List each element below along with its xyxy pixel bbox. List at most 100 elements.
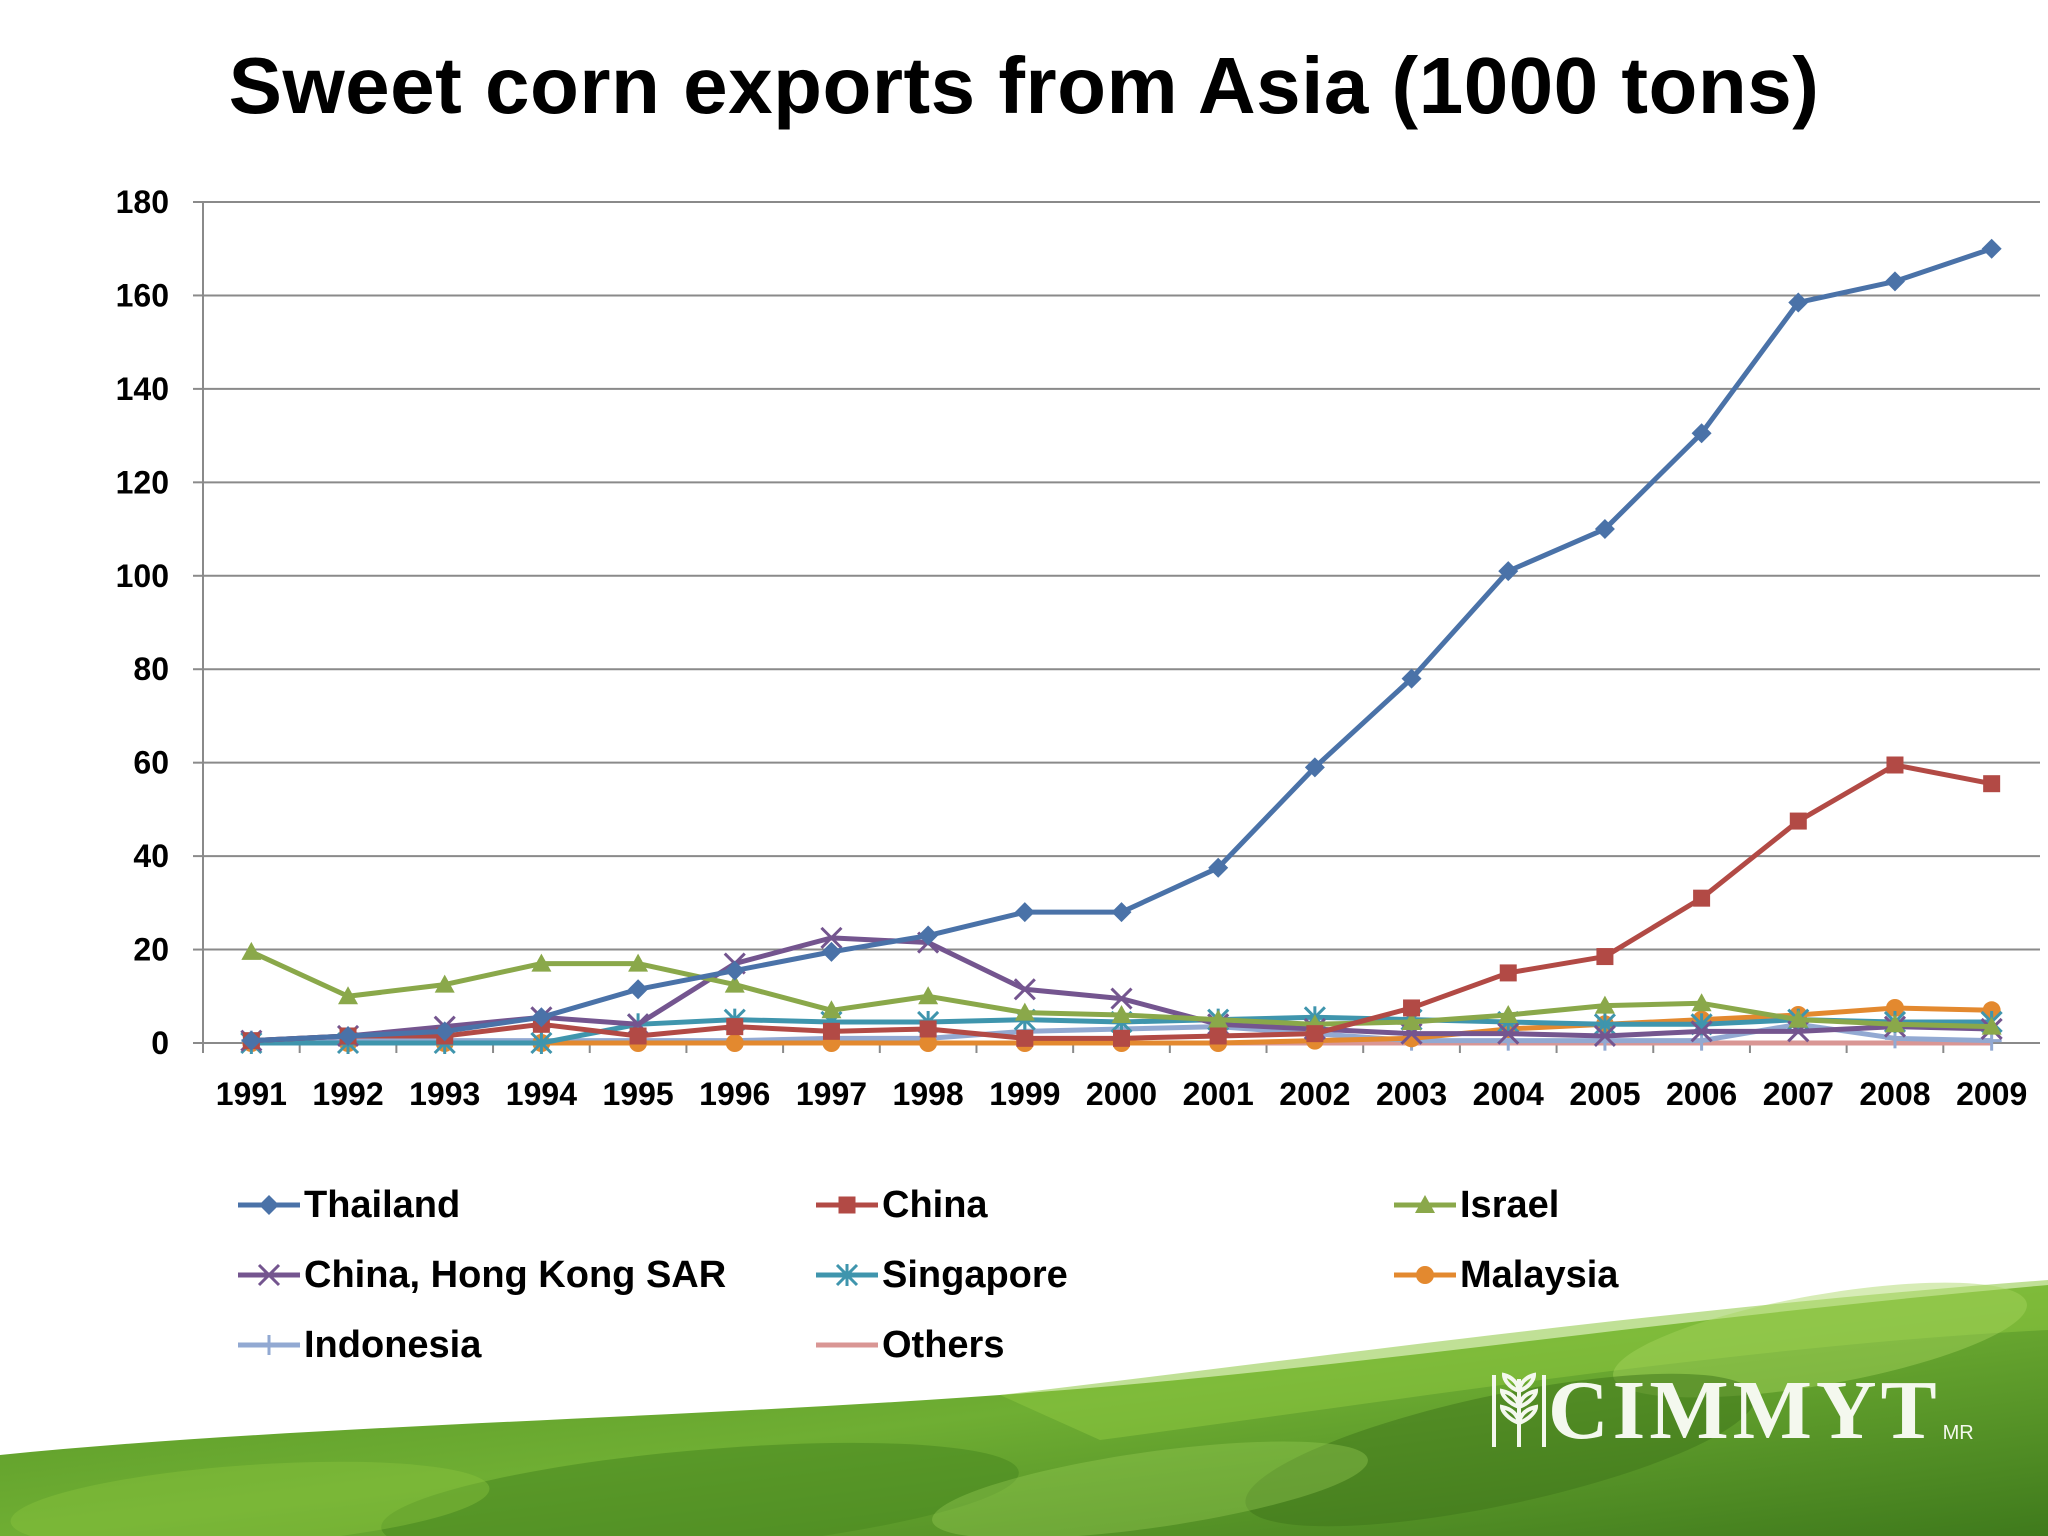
x-tick-label: 2005 bbox=[1569, 1076, 1640, 1112]
legend-item-others: Others bbox=[816, 1320, 1004, 1370]
data-point-israel bbox=[1788, 1009, 1809, 1028]
y-tick-label: 140 bbox=[116, 371, 169, 407]
y-tick-label: 20 bbox=[133, 932, 169, 968]
logo-text: CIMMYT bbox=[1548, 1364, 1941, 1457]
x-tick-label: 1994 bbox=[506, 1076, 577, 1112]
cimmyt-logo: CIMMYT MR bbox=[1490, 1362, 1974, 1459]
logo-registered-mark: MR bbox=[1942, 1422, 1974, 1444]
data-point-china bbox=[1983, 775, 2001, 793]
x-tick-label: 1991 bbox=[216, 1076, 287, 1112]
legend-item-china: China bbox=[816, 1180, 988, 1230]
x-tick-label: 2009 bbox=[1956, 1076, 2027, 1112]
data-point-israel bbox=[1208, 1009, 1229, 1028]
data-point-thailand bbox=[821, 941, 842, 962]
x-tick-label: 2002 bbox=[1279, 1076, 1350, 1112]
x-tick-label: 2001 bbox=[1183, 1076, 1254, 1112]
y-tick-label: 180 bbox=[116, 184, 169, 220]
data-point-israel bbox=[628, 953, 649, 972]
data-point-israel bbox=[1594, 995, 1615, 1014]
y-tick-label: 60 bbox=[133, 745, 169, 781]
legend-label: China bbox=[882, 1183, 988, 1226]
data-point-thailand bbox=[628, 979, 649, 1000]
data-point-china bbox=[1596, 948, 1614, 966]
y-tick-label: 160 bbox=[116, 277, 169, 313]
x-tick-label: 2000 bbox=[1086, 1076, 1157, 1112]
data-point-thailand bbox=[1884, 271, 1905, 292]
data-point-thailand bbox=[1691, 423, 1712, 444]
data-point-malaysia bbox=[1885, 998, 1904, 1017]
data-point-israel bbox=[1401, 1011, 1422, 1030]
legend-label: Thailand bbox=[304, 1183, 461, 1226]
x-tick-label: 2007 bbox=[1763, 1076, 1834, 1112]
x-tick-label: 1992 bbox=[312, 1076, 383, 1112]
legend-swatch bbox=[238, 1195, 300, 1215]
data-point-thailand bbox=[1401, 668, 1422, 689]
y-tick-label: 120 bbox=[116, 464, 169, 500]
legend-item-indonesia: Indonesia bbox=[238, 1320, 481, 1370]
y-tick-label: 100 bbox=[116, 558, 169, 594]
axes: 0 20 40 60 80 100 120 140 160 180 1991 1992 1993 1994… bbox=[116, 184, 2040, 1112]
data-point-thailand bbox=[434, 1021, 455, 1042]
y-tick-label: 40 bbox=[133, 838, 169, 874]
data-point-china bbox=[1306, 1025, 1324, 1043]
x-tick-label: 1997 bbox=[796, 1076, 867, 1112]
data-point-thailand bbox=[1014, 902, 1035, 923]
x-tick-label: 1998 bbox=[893, 1076, 964, 1112]
data-point-china bbox=[726, 1018, 744, 1036]
data-point-china-hong-kong-sar bbox=[1593, 1024, 1616, 1048]
data-point-thailand bbox=[338, 1025, 359, 1046]
x-tick-label: 1999 bbox=[989, 1076, 1060, 1112]
data-point-israel bbox=[918, 986, 939, 1005]
legend-swatch bbox=[1394, 1266, 1456, 1284]
chart-title: Sweet corn exports from Asia (1000 tons) bbox=[228, 41, 1820, 130]
x-tick-label: 2004 bbox=[1473, 1076, 1544, 1112]
data-point-israel bbox=[1498, 1004, 1519, 1023]
data-point-china bbox=[1693, 889, 1711, 907]
data-point-china bbox=[1209, 1027, 1227, 1045]
data-point-israel bbox=[1884, 1014, 1905, 1033]
legend-item-singapore: Singapore bbox=[816, 1250, 1068, 1300]
x-tick-label: 2006 bbox=[1666, 1076, 1737, 1112]
data-point-china-hong-kong-sar bbox=[820, 926, 843, 949]
data-point-israel bbox=[531, 953, 552, 972]
legend-item-china-hong-kong-sar: China, Hong Kong SAR bbox=[238, 1250, 726, 1300]
data-point-thailand bbox=[531, 1007, 552, 1028]
data-point-israel bbox=[1691, 993, 1712, 1012]
data-point-malaysia bbox=[919, 1034, 938, 1052]
gridlines bbox=[203, 201, 2040, 951]
legend-label: China, Hong Kong SAR bbox=[304, 1253, 727, 1296]
legend-label: Singapore bbox=[882, 1253, 1068, 1296]
data-point-thailand bbox=[1304, 757, 1325, 778]
data-point-malaysia bbox=[725, 1034, 744, 1052]
data-point-israel bbox=[241, 941, 262, 960]
data-point-thailand bbox=[724, 960, 745, 981]
data-point-thailand bbox=[1788, 292, 1809, 313]
data-point-malaysia bbox=[1982, 1001, 2001, 1020]
data-point-china-hong-kong-sar bbox=[1110, 987, 1133, 1010]
data-point-israel bbox=[724, 974, 745, 993]
data-point-thailand bbox=[1594, 519, 1615, 540]
data-point-china-hong-kong-sar bbox=[1013, 978, 1036, 1001]
legend-swatch bbox=[1394, 1195, 1456, 1213]
series-layer bbox=[240, 238, 2003, 1055]
data-point-thailand bbox=[1981, 238, 2002, 259]
data-point-china bbox=[822, 1022, 840, 1040]
data-point-israel bbox=[434, 974, 455, 993]
data-point-china-hong-kong-sar bbox=[1497, 1022, 1520, 1045]
x-tick-label: 1993 bbox=[409, 1076, 480, 1112]
data-point-china bbox=[629, 1027, 647, 1045]
data-point-china bbox=[919, 1020, 937, 1038]
data-point-china bbox=[1789, 812, 1807, 830]
data-point-israel bbox=[1111, 1004, 1132, 1023]
legend-item-thailand: Thailand bbox=[238, 1180, 460, 1230]
data-point-thailand bbox=[1498, 561, 1519, 582]
legend-label: Indonesia bbox=[304, 1323, 482, 1366]
x-tick-label: 1996 bbox=[699, 1076, 770, 1112]
legend-swatch bbox=[816, 1342, 878, 1348]
x-tick-label: 1995 bbox=[602, 1076, 673, 1112]
data-point-singapore bbox=[530, 1031, 553, 1055]
y-tick-label: 80 bbox=[133, 651, 169, 687]
data-point-china bbox=[1403, 999, 1421, 1017]
